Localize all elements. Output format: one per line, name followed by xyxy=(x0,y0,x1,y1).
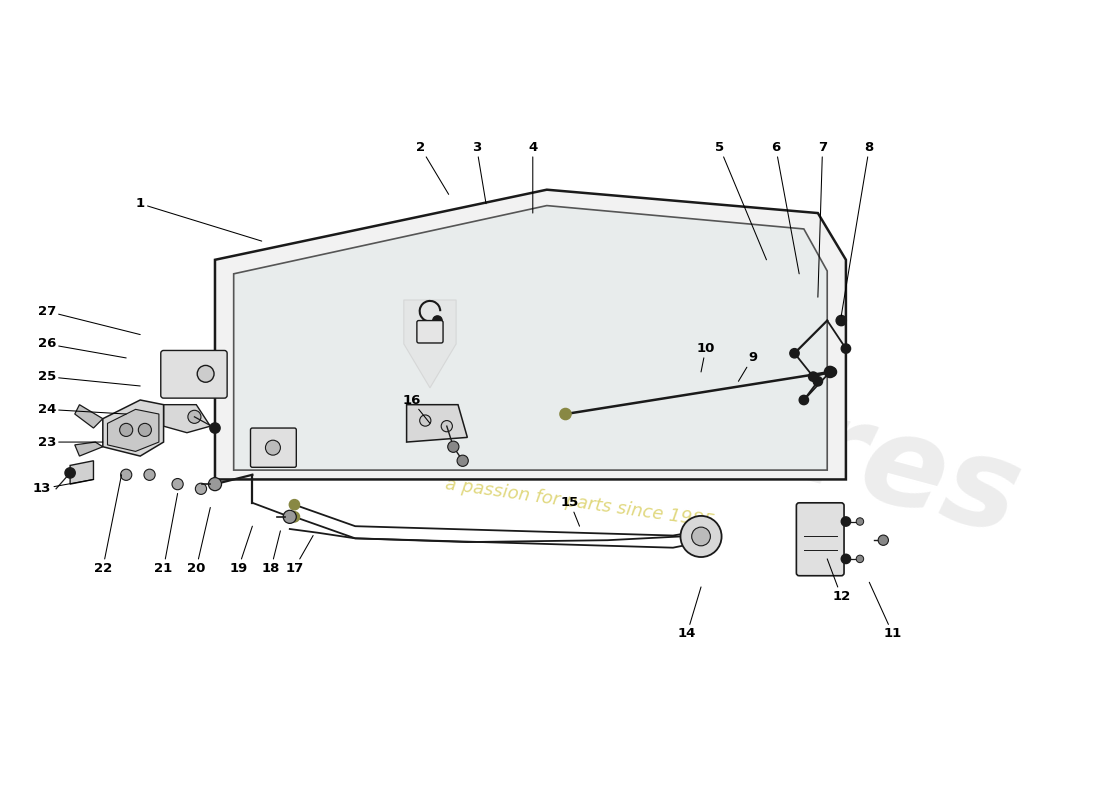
Polygon shape xyxy=(233,206,827,470)
Text: 15: 15 xyxy=(561,496,580,526)
Text: 19: 19 xyxy=(229,526,252,574)
Circle shape xyxy=(120,423,133,437)
Circle shape xyxy=(842,344,850,354)
Circle shape xyxy=(800,395,808,405)
Circle shape xyxy=(265,440,280,455)
Circle shape xyxy=(681,516,722,557)
Text: 24: 24 xyxy=(37,403,127,416)
Polygon shape xyxy=(75,442,102,456)
Text: 2: 2 xyxy=(416,141,449,194)
Text: 14: 14 xyxy=(678,587,701,640)
Text: 12: 12 xyxy=(827,559,850,602)
Circle shape xyxy=(188,410,201,423)
Polygon shape xyxy=(102,400,164,456)
FancyBboxPatch shape xyxy=(251,428,296,467)
Circle shape xyxy=(827,367,837,377)
Circle shape xyxy=(878,535,889,546)
Circle shape xyxy=(432,316,442,326)
Circle shape xyxy=(856,518,864,526)
Text: 1: 1 xyxy=(135,198,262,241)
Polygon shape xyxy=(75,405,102,428)
Text: 20: 20 xyxy=(187,507,210,574)
Circle shape xyxy=(210,423,220,433)
Polygon shape xyxy=(108,410,158,451)
Circle shape xyxy=(836,315,846,326)
Circle shape xyxy=(289,499,299,510)
Circle shape xyxy=(842,517,850,526)
Text: 9: 9 xyxy=(738,351,757,382)
Circle shape xyxy=(458,455,469,466)
Circle shape xyxy=(813,377,823,386)
Polygon shape xyxy=(404,300,456,388)
Text: 10: 10 xyxy=(696,342,715,372)
Circle shape xyxy=(808,372,818,382)
Circle shape xyxy=(197,366,215,382)
Circle shape xyxy=(139,423,152,437)
Polygon shape xyxy=(407,405,468,442)
Circle shape xyxy=(196,483,207,494)
Text: 26: 26 xyxy=(37,338,127,358)
Text: 11: 11 xyxy=(869,582,902,640)
FancyBboxPatch shape xyxy=(796,503,844,576)
Circle shape xyxy=(448,441,459,452)
Circle shape xyxy=(692,527,711,546)
Circle shape xyxy=(790,349,800,358)
Circle shape xyxy=(172,478,184,490)
Polygon shape xyxy=(214,190,846,479)
Text: 8: 8 xyxy=(842,141,873,316)
Text: 3: 3 xyxy=(472,141,486,204)
Text: 25: 25 xyxy=(37,370,140,386)
Circle shape xyxy=(283,510,296,523)
Circle shape xyxy=(441,421,452,432)
Circle shape xyxy=(560,409,571,420)
Circle shape xyxy=(824,366,836,378)
Text: 5: 5 xyxy=(715,141,767,260)
Text: 22: 22 xyxy=(94,474,121,574)
FancyBboxPatch shape xyxy=(417,321,443,343)
Circle shape xyxy=(856,555,864,562)
Circle shape xyxy=(842,554,850,563)
Text: 27: 27 xyxy=(37,305,140,334)
Text: 21: 21 xyxy=(154,494,177,574)
Circle shape xyxy=(208,478,221,490)
Circle shape xyxy=(289,512,299,522)
Polygon shape xyxy=(164,405,210,433)
Text: 16: 16 xyxy=(403,394,430,423)
Text: 17: 17 xyxy=(285,535,314,574)
Text: eurospares: eurospares xyxy=(239,239,1033,561)
Text: 4: 4 xyxy=(528,141,538,213)
Text: 23: 23 xyxy=(37,435,102,449)
FancyBboxPatch shape xyxy=(161,350,227,398)
Text: a passion for parts since 1985: a passion for parts since 1985 xyxy=(443,475,715,530)
Polygon shape xyxy=(70,461,94,484)
Circle shape xyxy=(65,468,75,478)
Circle shape xyxy=(144,469,155,480)
Circle shape xyxy=(121,469,132,480)
Text: 18: 18 xyxy=(262,531,280,574)
Text: 13: 13 xyxy=(33,479,94,495)
Circle shape xyxy=(420,415,431,426)
Text: 7: 7 xyxy=(818,141,827,297)
Text: 6: 6 xyxy=(771,141,800,274)
